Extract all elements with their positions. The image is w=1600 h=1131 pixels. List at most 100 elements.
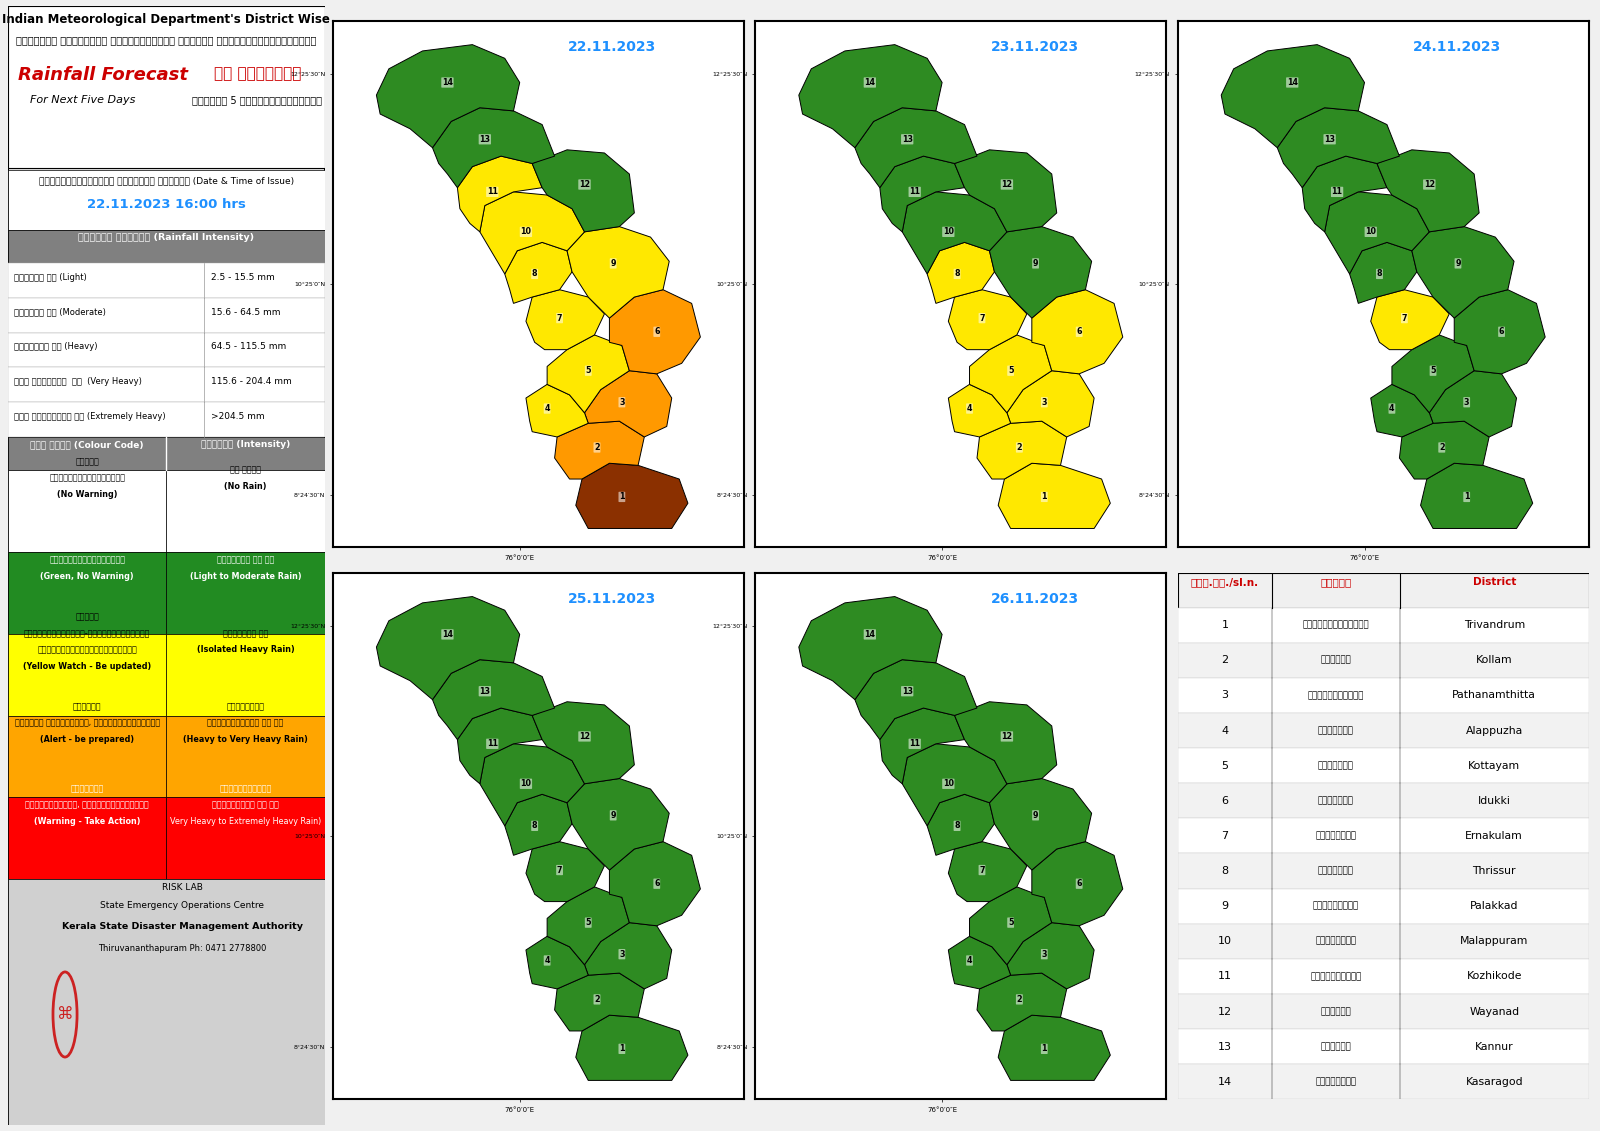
Text: മുന്നറിയിപ്, പ്രവർത്തിക്കുഖ: മുന്നറിയിപ്, പ്രവർത്തിക്കുഖ — [26, 801, 149, 810]
Polygon shape — [955, 701, 1056, 784]
Text: (Isolated Heavy Rain): (Isolated Heavy Rain) — [197, 645, 294, 654]
Text: കണ്ണൂർ: കണ്ണൂർ — [1320, 1042, 1352, 1051]
Polygon shape — [798, 596, 942, 700]
Text: 8: 8 — [531, 269, 538, 278]
Polygon shape — [610, 290, 701, 374]
Text: >204.5 mm: >204.5 mm — [211, 412, 264, 421]
Text: Palakkad: Palakkad — [1470, 901, 1518, 912]
Text: 4: 4 — [544, 956, 550, 965]
Text: ജില്ല: ജില്ല — [1320, 577, 1352, 587]
Polygon shape — [998, 464, 1110, 528]
Text: കാസരഗോഡ്: കാസരഗോഡ് — [1315, 1077, 1357, 1086]
Text: 5: 5 — [1430, 366, 1435, 375]
Polygon shape — [432, 659, 555, 740]
Text: 5: 5 — [1221, 761, 1229, 770]
Text: 3: 3 — [1464, 398, 1469, 407]
Text: 7: 7 — [1221, 831, 1229, 841]
Text: 12: 12 — [1218, 1007, 1232, 1017]
Text: Thiruvananthapuram Ph: 0471 2778800: Thiruvananthapuram Ph: 0471 2778800 — [98, 944, 267, 953]
Text: ഇടുക്കി: ഇടുക്കി — [1318, 796, 1354, 805]
Text: 11: 11 — [909, 188, 920, 197]
FancyBboxPatch shape — [8, 171, 325, 230]
FancyBboxPatch shape — [166, 633, 325, 716]
Text: 23.11.2023: 23.11.2023 — [990, 40, 1078, 54]
Polygon shape — [526, 385, 589, 437]
Polygon shape — [880, 708, 965, 784]
Text: മഴ ഇല്ല: മഴ ഇല്ല — [230, 466, 261, 474]
FancyBboxPatch shape — [1178, 854, 1589, 889]
Text: 3: 3 — [619, 398, 624, 407]
Polygon shape — [1325, 192, 1429, 274]
Polygon shape — [533, 701, 634, 784]
Polygon shape — [526, 936, 589, 988]
Polygon shape — [1392, 335, 1474, 413]
Text: 4: 4 — [1221, 725, 1229, 735]
FancyBboxPatch shape — [166, 797, 325, 879]
Text: Kerala State Disaster Management Authority: Kerala State Disaster Management Authori… — [62, 922, 302, 931]
Polygon shape — [1378, 149, 1478, 232]
FancyBboxPatch shape — [8, 333, 325, 368]
Text: മുന്നറിയിപ്പില്ല: മുന്നറിയിപ്പില്ല — [50, 474, 125, 483]
FancyBboxPatch shape — [1178, 889, 1589, 924]
Text: 11: 11 — [1331, 188, 1342, 197]
FancyBboxPatch shape — [166, 716, 325, 797]
Text: 6: 6 — [1077, 327, 1082, 336]
Polygon shape — [526, 841, 605, 901]
FancyBboxPatch shape — [8, 437, 325, 470]
Text: തീവ്രത (Intensity): തീവ്രത (Intensity) — [202, 440, 290, 449]
Polygon shape — [584, 371, 672, 437]
Text: 7: 7 — [979, 865, 984, 874]
Polygon shape — [376, 44, 520, 148]
Polygon shape — [1302, 156, 1387, 232]
Text: മലപ്പുറം: മലപ്പുറം — [1315, 936, 1357, 946]
Text: 10: 10 — [520, 227, 531, 236]
FancyBboxPatch shape — [8, 879, 325, 1125]
Polygon shape — [610, 841, 701, 926]
Text: കോട്ടയം: കോട്ടയം — [1318, 761, 1354, 770]
Text: 13: 13 — [1325, 135, 1334, 144]
FancyBboxPatch shape — [8, 264, 325, 297]
Polygon shape — [504, 242, 573, 303]
Text: Ernakulam: Ernakulam — [1466, 831, 1523, 841]
Text: 9: 9 — [611, 811, 616, 820]
Polygon shape — [555, 421, 645, 480]
Text: അതിശക്തമായോ ആയ മഴ: അതിശക്തമായോ ആയ മഴ — [208, 719, 283, 728]
FancyBboxPatch shape — [8, 402, 325, 437]
Text: പത്ഥനംതിട്ട: പത്ഥനംതിട്ട — [1307, 691, 1365, 700]
Polygon shape — [576, 464, 688, 528]
Polygon shape — [970, 335, 1051, 413]
Text: 9: 9 — [1456, 259, 1461, 268]
Text: ശക്തമായ മഴ: ശക്തമായ മഴ — [222, 629, 269, 638]
Text: 13: 13 — [902, 135, 912, 144]
Text: 12: 12 — [1002, 732, 1013, 741]
Polygon shape — [584, 923, 672, 988]
Text: 8: 8 — [954, 269, 960, 278]
Text: 2: 2 — [594, 995, 600, 1004]
Text: പുതുക്കികൊണ്ടിരിക്കുഖ: പുതുക്കികൊണ്ടിരിക്കുഖ — [37, 645, 138, 654]
Text: ഓറഞ്ച്: ഓറഞ്ച് — [74, 702, 101, 711]
Text: 1: 1 — [1042, 492, 1046, 501]
FancyBboxPatch shape — [8, 470, 166, 552]
Text: 14: 14 — [1286, 78, 1298, 87]
Text: 13: 13 — [1218, 1042, 1232, 1052]
Text: (Warning - Take Action): (Warning - Take Action) — [34, 817, 141, 826]
Text: (Light to Moderate Rain): (Light to Moderate Rain) — [190, 571, 301, 580]
FancyBboxPatch shape — [8, 6, 325, 1125]
Text: 4: 4 — [966, 956, 973, 965]
FancyBboxPatch shape — [1178, 924, 1589, 959]
Text: 14: 14 — [864, 630, 875, 639]
Polygon shape — [480, 744, 584, 826]
Text: Rainfall Forecast: Rainfall Forecast — [18, 66, 187, 84]
Text: 2: 2 — [1221, 655, 1229, 665]
FancyBboxPatch shape — [8, 552, 166, 633]
Text: 22.11.2023: 22.11.2023 — [568, 40, 656, 54]
Polygon shape — [902, 744, 1006, 826]
FancyBboxPatch shape — [8, 230, 325, 264]
Text: മിതമായോ ആയ മഴ: മിതമായോ ആയ മഴ — [218, 555, 274, 564]
Text: 8: 8 — [954, 821, 960, 830]
Text: 5: 5 — [586, 918, 590, 927]
Polygon shape — [480, 192, 584, 274]
Polygon shape — [547, 887, 629, 965]
Polygon shape — [526, 290, 605, 349]
Text: 1: 1 — [619, 492, 624, 501]
